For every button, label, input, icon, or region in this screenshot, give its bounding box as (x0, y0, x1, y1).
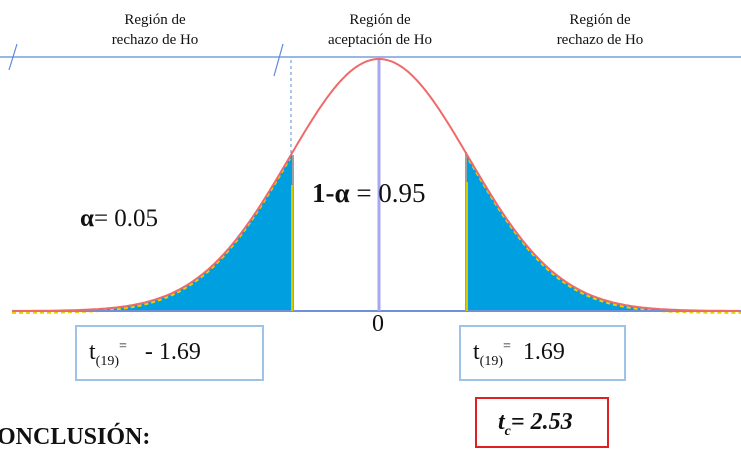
alpha-value: = 0.05 (93, 205, 159, 232)
right-t-base: t (473, 339, 480, 365)
left-region-line2: rechazo de Ho (111, 32, 199, 48)
left-rejection-tail (12, 153, 292, 311)
alpha-label: α= 0.05 (80, 205, 158, 233)
right-t-sup: = (503, 339, 511, 354)
zero-label: 0 (372, 311, 384, 337)
conclusion-heading: ONCLUSIÓN: (0, 424, 151, 450)
slash-marker-left (8, 43, 18, 71)
right-region-label: Región de rechazo de Ho (520, 10, 680, 50)
center-region-label: Región de aceptación de Ho (290, 10, 470, 50)
left-critical-box: t(19)= - 1.69 (75, 325, 264, 381)
left-t-sup: = (119, 339, 127, 354)
right-tail-edge (468, 159, 741, 314)
right-t-sub: (19) (479, 353, 503, 369)
right-critical-value: t(19)= 1.69 (473, 339, 565, 370)
one-minus-alpha-symbol: 1-α (312, 178, 350, 208)
slash-marker-middle (273, 43, 284, 77)
distribution-curve (12, 58, 740, 312)
left-t-value: - 1.69 (144, 339, 201, 365)
tc-number: = 2.53 (510, 409, 573, 435)
tc-base: t (498, 409, 505, 435)
right-rejection-tail (467, 154, 741, 311)
right-region-line2: rechazo de Ho (556, 32, 644, 48)
left-t-base: t (89, 339, 96, 365)
right-region-line1: Región de (569, 12, 631, 28)
right-t-value: 1.69 (522, 339, 565, 365)
confidence-value: = 0.95 (349, 178, 426, 208)
alpha-symbol: α (80, 205, 94, 232)
tc-sub: c (504, 423, 511, 439)
center-region-line2: aceptación de Ho (327, 32, 433, 48)
confidence-label: 1-α = 0.95 (312, 178, 426, 209)
left-t-sub: (19) (95, 353, 119, 369)
left-region-label: Región de rechazo de Ho (75, 10, 235, 50)
left-region-line1: Región de (124, 12, 186, 28)
right-critical-box: t(19)= 1.69 (459, 325, 626, 381)
center-region-line1: Región de (349, 12, 411, 28)
tc-value: tc= 2.53 (498, 409, 573, 440)
tc-box: tc= 2.53 (475, 397, 609, 448)
left-critical-value: t(19)= - 1.69 (89, 339, 201, 370)
